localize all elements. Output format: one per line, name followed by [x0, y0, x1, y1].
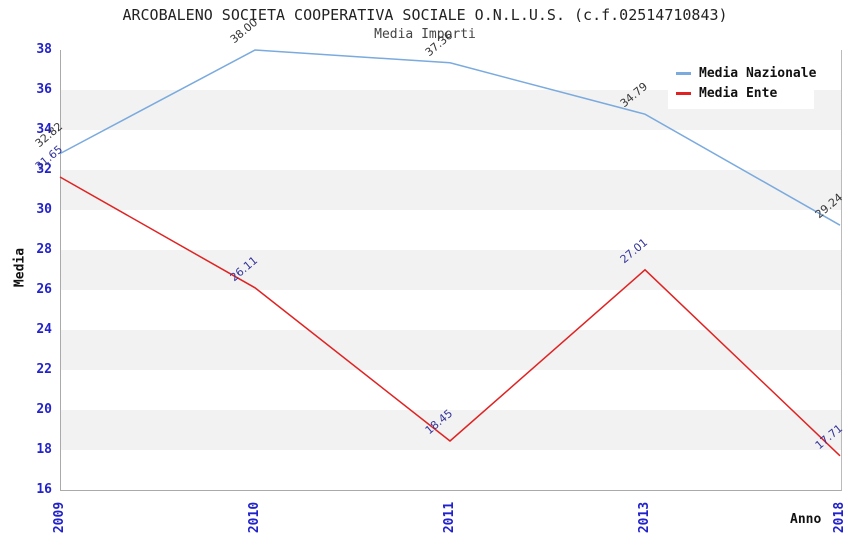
- y-tick-label: 26: [36, 282, 52, 297]
- x-tick: 2018: [818, 496, 850, 544]
- y-tick-label: 18: [36, 442, 52, 457]
- y-axis-title: Media: [12, 247, 28, 288]
- y-tick-label: 36: [36, 82, 52, 97]
- x-tick-label: 2013: [637, 501, 653, 534]
- chart-title: ARCOBALENO SOCIETA COOPERATIVA SOCIALE O…: [122, 6, 728, 24]
- x-tick-label: 2010: [247, 501, 263, 534]
- plot-area: [60, 50, 842, 491]
- legend-label: Media Nazionale: [699, 65, 817, 81]
- x-axis-title: Anno: [790, 512, 822, 527]
- x-tick-label: 2009: [52, 501, 68, 534]
- y-tick-label: 30: [36, 202, 52, 217]
- legend-swatch-icon: [676, 71, 691, 75]
- legend-label: Media Ente: [699, 85, 778, 101]
- y-tick-label: 22: [36, 362, 52, 377]
- x-tick-label: 2011: [442, 501, 458, 534]
- legend-swatch-icon: [676, 91, 691, 95]
- x-tick-label: 2018: [832, 501, 848, 534]
- y-tick-label: 24: [36, 322, 52, 337]
- y-tick-label: 32: [36, 162, 52, 177]
- y-tick-label: 34: [36, 122, 52, 137]
- x-tick: 2013: [623, 496, 667, 544]
- legend-item: Media Nazionale: [676, 63, 816, 83]
- legend: Media Nazionale Media Ente: [668, 57, 816, 109]
- y-tick-label: 20: [36, 402, 52, 417]
- y-tick-label: 38: [36, 42, 52, 57]
- y-tick-label: 28: [36, 242, 52, 257]
- chart-subtitle: Media Importi: [374, 27, 476, 42]
- legend-item: Media Ente: [676, 83, 808, 103]
- x-tick: 2009: [38, 496, 82, 544]
- x-tick: 2010: [233, 496, 277, 544]
- x-tick: 2011: [428, 496, 472, 544]
- y-tick-label: 16: [36, 482, 52, 497]
